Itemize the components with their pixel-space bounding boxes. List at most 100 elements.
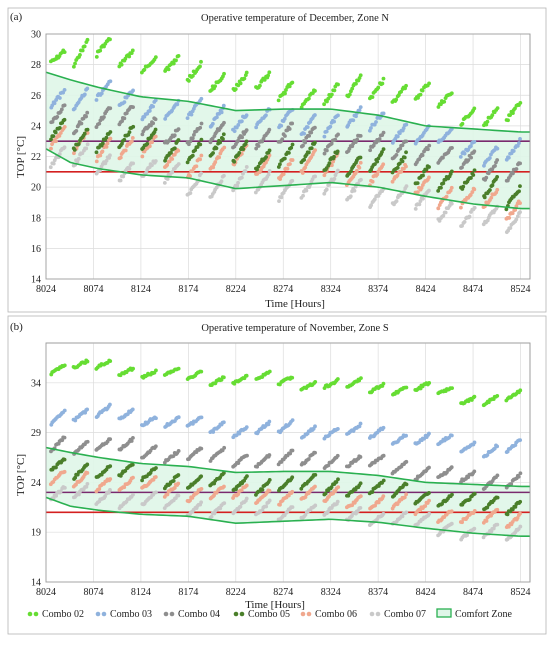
panel-b-point: [485, 505, 490, 510]
panel-b-point: [313, 450, 317, 455]
panel-a-point: [420, 153, 425, 158]
panel-a-point: [267, 169, 272, 173]
panel-a-point: [301, 193, 305, 198]
panel-b-point: [84, 484, 89, 489]
panel-b-ytick-label: 19: [31, 528, 41, 539]
panel-a-point: [283, 91, 287, 96]
panel-a-point: [511, 171, 515, 176]
panel-a-point: [99, 91, 104, 96]
panel-a-point: [239, 119, 244, 124]
panel-a-point: [82, 44, 87, 49]
panel-b-point: [244, 483, 249, 488]
panel-a-point: [469, 176, 473, 180]
panel-a-point: [279, 123, 284, 128]
panel-a-point: [210, 121, 215, 126]
panel-a-point: [167, 159, 172, 164]
legend-item-combo-04: Combo 04: [163, 609, 220, 620]
panel-a-point: [147, 108, 152, 113]
panel-b-point: [74, 482, 78, 487]
legend: Combo 02 Combo 03 Combo 04 Combo 05 Combo 06…: [27, 608, 512, 620]
legend-label: Comfort Zone: [455, 609, 512, 620]
panel-a-point: [278, 177, 283, 182]
panel-a-point: [417, 202, 422, 207]
panel-b-point: [221, 420, 226, 425]
panel-a-point: [130, 48, 135, 53]
panel-b-point: [472, 394, 477, 399]
panel-a-point: [404, 184, 409, 189]
panel-a-point: [190, 136, 195, 141]
panel-a-point: [52, 101, 57, 106]
panel-a-point: [94, 159, 99, 164]
panel-a-point: [470, 190, 475, 194]
panel-a-point: [284, 88, 288, 92]
panel-b-point: [218, 506, 223, 511]
panel-a-point: [328, 124, 333, 129]
panel-a-point: [187, 142, 191, 147]
panel-a-point: [243, 169, 248, 173]
panel-b-point: [85, 439, 90, 444]
panel-a-point: [165, 177, 170, 181]
panel-b-point: [495, 444, 500, 449]
panel-a-point: [282, 156, 287, 161]
panel-a-label: (a): [10, 11, 23, 23]
panel-a-point: [169, 150, 173, 155]
panel-b-series-combo-07: [49, 482, 523, 542]
panel-a-point: [288, 162, 292, 166]
panel-a-point: [313, 125, 317, 130]
panel-a-point: [189, 112, 194, 117]
panel-a-point: [287, 84, 292, 89]
panel-a-point: [460, 223, 464, 228]
panel-a-point: [175, 102, 180, 107]
panel-a-point: [108, 153, 112, 158]
panel-a-point: [461, 184, 466, 189]
panel-b-point: [62, 363, 67, 368]
panel-b-point: [176, 449, 181, 453]
panel-b-point: [131, 492, 135, 497]
panel-a-point: [176, 127, 181, 132]
panel-a-point: [192, 133, 196, 137]
panel-a-point: [333, 137, 338, 142]
panel-a-point: [108, 106, 113, 111]
panel-a-point: [222, 173, 226, 178]
panel-a-point: [322, 173, 327, 178]
panel-a-point: [285, 166, 290, 171]
legend-marker: [306, 611, 312, 617]
panel-a-point: [100, 141, 105, 146]
panel-b-point: [211, 430, 216, 434]
panel-a-point: [219, 179, 224, 184]
legend-item-combo-05: Combo 05: [233, 609, 290, 620]
panel-b-point: [513, 504, 518, 509]
panel-a-point: [279, 195, 284, 200]
panel-b-series-combo-02: [49, 358, 523, 408]
panel-a-point: [400, 159, 405, 164]
panel-a-point: [150, 140, 154, 145]
legend-marker: [27, 611, 33, 617]
panel-a-point: [236, 138, 240, 143]
panel-b-point: [336, 485, 341, 490]
panel-a-point: [398, 146, 403, 151]
panel-a-point: [420, 88, 425, 93]
panel-a-point: [82, 92, 87, 97]
panel-a-point: [214, 146, 219, 151]
panel-a-point: [381, 111, 386, 116]
panel-a-point: [424, 167, 429, 172]
panel-a-point: [332, 176, 337, 181]
panel-a-point: [94, 98, 99, 102]
panel-a-point: [62, 145, 67, 150]
panel-a-point: [290, 178, 295, 183]
panel-a-point: [487, 156, 492, 160]
panel-a-point: [493, 163, 497, 168]
panel-a-point: [335, 149, 340, 154]
panel-a-point: [381, 162, 386, 167]
panel-a-point: [358, 155, 363, 160]
panel-a-point: [508, 226, 513, 230]
panel-a-point: [495, 174, 500, 179]
panel-b-point: [495, 522, 500, 527]
panel-b-point: [376, 500, 381, 505]
panel-b-point: [427, 431, 431, 436]
panel-b-point: [176, 493, 181, 498]
panel-a-plot-frame: [45, 33, 531, 280]
panel-a-point: [441, 213, 446, 218]
panel-b-point: [245, 474, 249, 479]
